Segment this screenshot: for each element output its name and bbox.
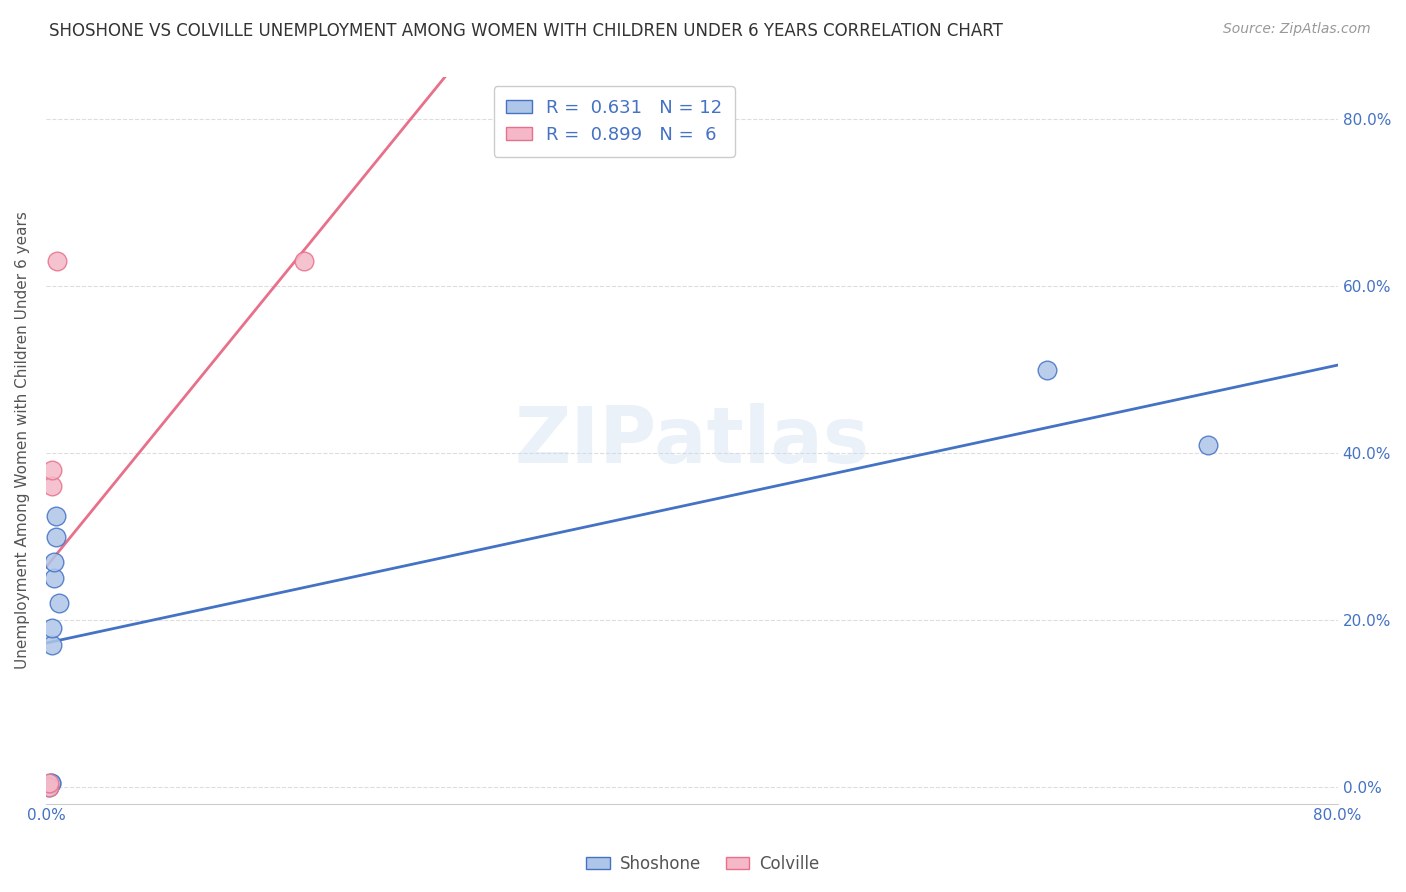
Legend: R =  0.631   N = 12, R =  0.899   N =  6: R = 0.631 N = 12, R = 0.899 N = 6 [494, 87, 735, 157]
Point [1036, 362, 1059, 376]
Point [38, 780, 60, 794]
Y-axis label: Unemployment Among Women with Children Under 6 years: Unemployment Among Women with Children U… [15, 211, 30, 670]
Point [41, 479, 63, 493]
Point [292, 254, 315, 268]
Point [41, 463, 63, 477]
Point [46, 254, 69, 268]
Point [38, 776, 60, 790]
Legend: Shoshone, Colville: Shoshone, Colville [579, 848, 827, 880]
Point [42, 555, 65, 569]
Text: Source: ZipAtlas.com: Source: ZipAtlas.com [1223, 22, 1371, 37]
Point [42, 571, 65, 585]
Text: SHOSHONE VS COLVILLE UNEMPLOYMENT AMONG WOMEN WITH CHILDREN UNDER 6 YEARS CORREL: SHOSHONE VS COLVILLE UNEMPLOYMENT AMONG … [49, 22, 1002, 40]
Point [1198, 438, 1220, 452]
Point [48, 596, 70, 610]
Point [38, 780, 60, 794]
Point [41, 638, 63, 652]
Point [45, 508, 67, 523]
Point [41, 621, 63, 635]
Point [39, 776, 62, 790]
Text: ZIPatlas: ZIPatlas [515, 402, 869, 478]
Point [39, 776, 62, 790]
Point [45, 529, 67, 543]
